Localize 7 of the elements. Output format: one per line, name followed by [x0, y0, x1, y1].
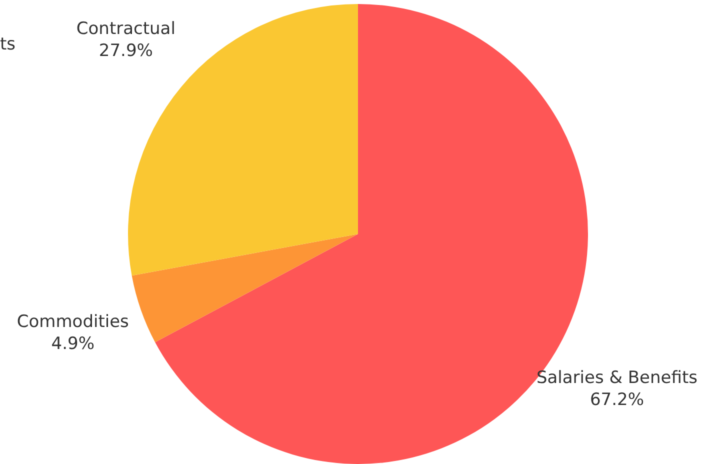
data-label: 4.9%: [51, 334, 95, 354]
data-label: 67.2%: [590, 390, 644, 410]
slice-label: Salaries & Benefits: [536, 368, 698, 388]
slice-label: Contractual: [76, 19, 176, 40]
slice-label: Commodities: [16, 312, 130, 332]
text: ts: [0, 34, 16, 54]
data-label: 27.9%: [98, 41, 153, 62]
